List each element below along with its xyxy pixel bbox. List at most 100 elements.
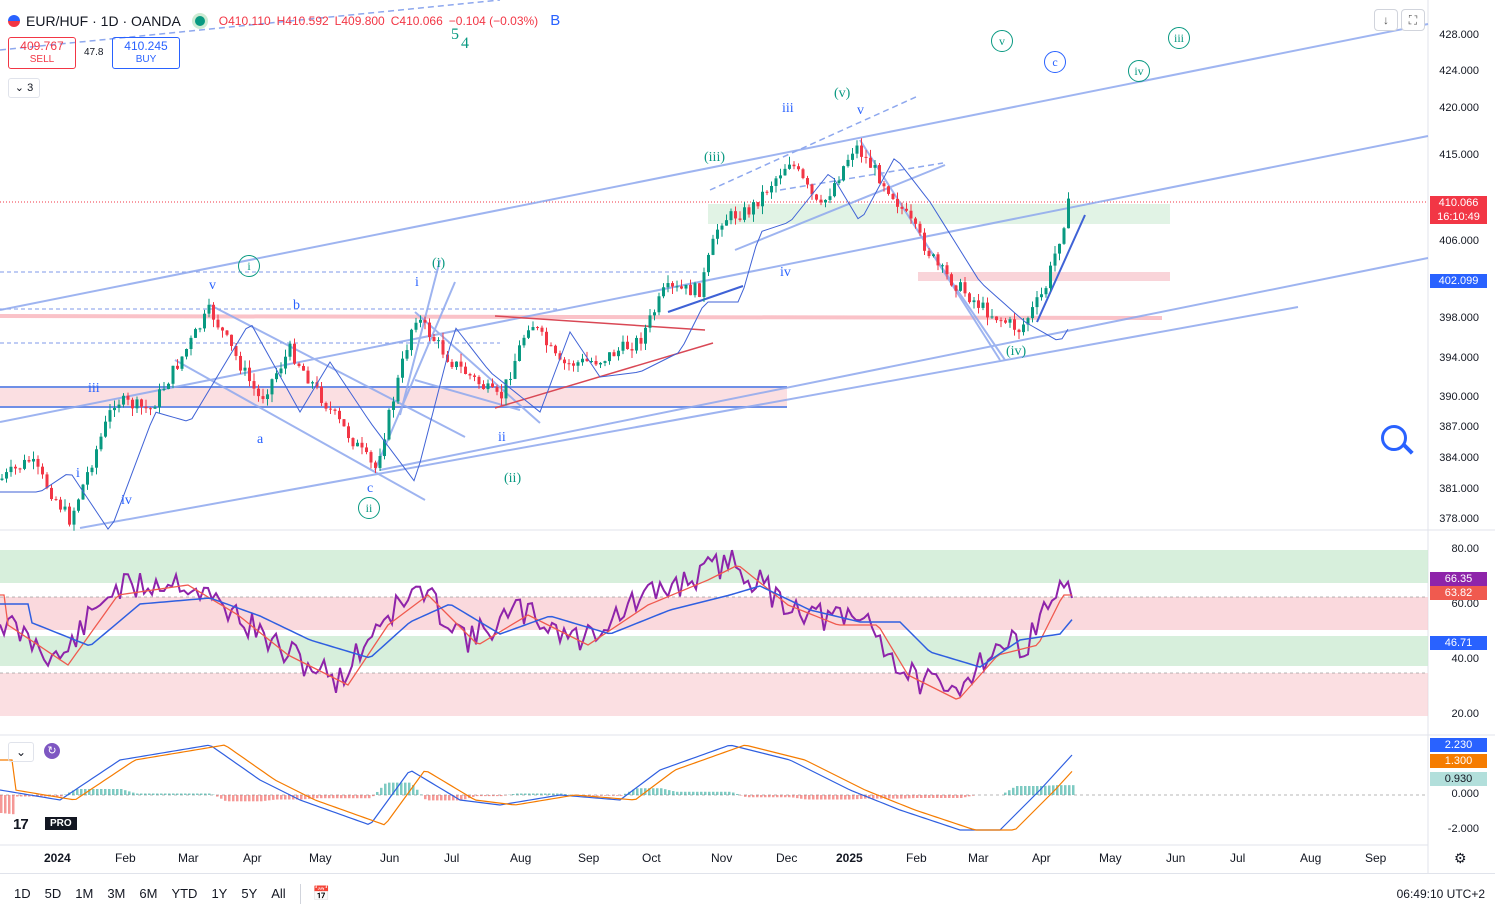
candle-body: [964, 282, 967, 293]
candle-body: [937, 254, 940, 265]
time-axis-label: Nov: [711, 851, 732, 865]
sell-button[interactable]: 409.767 SELL: [8, 37, 76, 69]
candle-body: [1013, 319, 1016, 330]
wave-label: i: [76, 466, 80, 482]
settings-gear-icon[interactable]: ⚙: [1454, 850, 1467, 867]
signal-tag: 1.300: [1430, 754, 1487, 768]
range-button-all[interactable]: All: [271, 886, 285, 901]
macd-histogram-bar: [492, 795, 495, 796]
trend-channel: [0, 24, 1428, 528]
macd-histogram-bar: [476, 795, 479, 796]
rsi-axis-label: 20.00: [1451, 708, 1479, 720]
macd-histogram-bar: [912, 795, 915, 798]
candle-body: [239, 356, 242, 371]
macd-histogram-bar: [352, 795, 355, 798]
buy-button[interactable]: 410.245 BUY: [112, 37, 180, 69]
wave-label: 4: [461, 35, 469, 53]
pane-collapse-button[interactable]: ⌄: [8, 742, 34, 762]
trend-lines: [668, 215, 1085, 322]
candle-body: [167, 384, 170, 389]
candle-body: [212, 305, 215, 320]
range-button-1y[interactable]: 1Y: [211, 886, 227, 901]
macd-histogram-bar: [128, 791, 131, 795]
macd-histogram-bar: [144, 794, 147, 796]
candle-body: [712, 239, 715, 255]
wave-label: a: [257, 432, 263, 448]
macd-histogram-bar: [1072, 785, 1075, 795]
macd-histogram-bar: [672, 791, 675, 795]
chevron-down-icon: ⌄: [15, 82, 24, 94]
candle-body: [379, 456, 382, 468]
candle-body: [842, 166, 845, 180]
range-button-ytd[interactable]: YTD: [171, 886, 197, 901]
last-price-tag: 410.066: [1430, 196, 1487, 210]
macd-histogram-bar: [604, 795, 607, 796]
macd-histogram-bar: [812, 795, 815, 800]
macd-histogram-bar: [80, 789, 83, 795]
macd-histogram-bar: [856, 795, 859, 799]
range-button-5y[interactable]: 5Y: [241, 886, 257, 901]
macd-histogram-bar: [840, 795, 843, 800]
rsi-axis-label: 80.00: [1451, 543, 1479, 555]
clock-display[interactable]: 06:49:10 UTC+2: [1397, 887, 1485, 901]
candle-body: [14, 467, 17, 469]
candle-body: [896, 199, 899, 207]
range-button-1d[interactable]: 1D: [14, 886, 31, 901]
macd-histogram-bar: [120, 789, 123, 795]
range-button-1m[interactable]: 1M: [75, 886, 93, 901]
ohlc-open: O410.110: [219, 14, 271, 28]
candle-body: [829, 196, 832, 200]
candle-body: [707, 255, 710, 272]
macd-histogram-bar: [700, 792, 703, 795]
price-axis-label: 384.000: [1439, 452, 1479, 464]
candle-body: [518, 345, 521, 361]
candle-body: [1058, 244, 1061, 254]
candle-body: [127, 396, 130, 400]
tradingview-logo-icon[interactable]: 17: [13, 816, 28, 833]
indicators-toggle[interactable]: ⌄ 3: [8, 78, 40, 98]
candle-body: [887, 186, 890, 194]
macd-histogram-bar: [1032, 786, 1035, 795]
macd-histogram-bar: [20, 795, 23, 797]
candle-body: [77, 499, 80, 510]
candle-body: [374, 462, 377, 467]
macd-histogram-bar: [852, 795, 855, 799]
candle-body: [563, 360, 566, 364]
macd-histogram-bar: [756, 795, 759, 797]
macd-histogram-bar: [420, 794, 423, 795]
candle-body: [982, 303, 985, 308]
download-icon[interactable]: ↓: [1374, 9, 1398, 31]
macd-histogram-bar: [1008, 790, 1011, 795]
fullscreen-icon[interactable]: ⛶: [1401, 9, 1425, 31]
time-axis-label: Apr: [1032, 851, 1051, 865]
refresh-icon[interactable]: ↻: [44, 743, 60, 759]
candle-body: [496, 387, 499, 392]
macd-histogram-bar: [388, 783, 391, 795]
macd-histogram-bar: [100, 789, 103, 795]
candle-body: [662, 287, 665, 296]
macd-histogram-bar: [112, 789, 115, 795]
range-button-5d[interactable]: 5D: [45, 886, 62, 901]
range-button-3m[interactable]: 3M: [107, 886, 125, 901]
candle-body: [1, 479, 4, 480]
macd-histogram-bar: [436, 795, 439, 800]
candle-body: [50, 488, 53, 499]
symbol-title[interactable]: EUR/HUF · 1D · OANDA: [26, 13, 181, 29]
macd-histogram-bar: [900, 795, 903, 799]
candle-body: [1009, 319, 1012, 322]
range-button-6m[interactable]: 6M: [139, 886, 157, 901]
candle-body: [757, 202, 760, 206]
candle-body: [536, 327, 539, 328]
calendar-icon[interactable]: 📅: [313, 885, 330, 902]
time-axis-label: Jul: [1230, 851, 1245, 865]
candle-body: [595, 361, 598, 364]
macd-histogram-bar: [660, 788, 663, 795]
candle-body: [878, 165, 881, 183]
macd-histogram-bar: [344, 795, 347, 798]
macd-histogram-bar: [24, 795, 27, 797]
macd-histogram-bar: [804, 795, 807, 799]
macd-histogram-bar: [636, 788, 639, 795]
candle-body: [338, 411, 341, 419]
macd-histogram-bar: [724, 792, 727, 795]
